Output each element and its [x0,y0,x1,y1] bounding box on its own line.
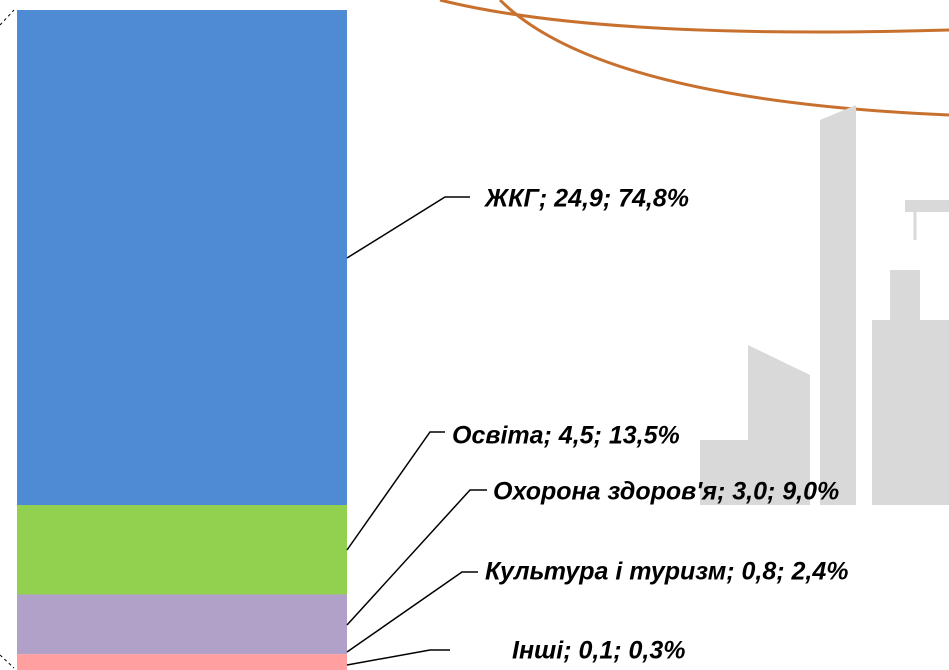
data-label: Охорона здоров'я; 3,0; 9,0% [493,478,839,506]
data-label: ЖКГ; 24,9; 74,8% [483,185,689,213]
decoration [439,0,949,505]
bar-segment [17,10,347,506]
leader-line [346,649,450,666]
connector [0,654,15,669]
leader-line [346,489,487,626]
connector [0,9,15,26]
data-label: Освіта; 4,5; 13,5% [452,422,680,450]
bar-segment [17,654,347,670]
data-label: Культура і туризм; 0,8; 2,4% [485,558,849,586]
leader-line [346,431,445,551]
bar-segment [17,505,347,595]
leader-line [346,196,470,259]
bar-segment [17,594,347,655]
leader-line [346,571,478,653]
data-label: Інші; 0,1; 0,3% [512,637,686,665]
